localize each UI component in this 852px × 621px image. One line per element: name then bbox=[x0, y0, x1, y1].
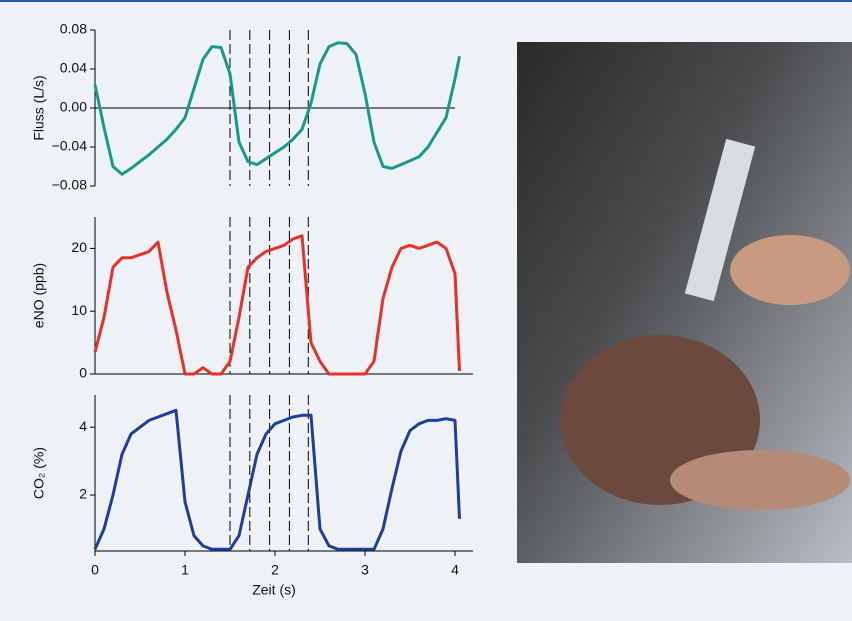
data-line bbox=[93, 408, 461, 551]
data-line bbox=[93, 234, 461, 376]
x-axis-label: Zeit (s) bbox=[252, 582, 296, 598]
y-tick-label: 2 bbox=[79, 486, 87, 502]
photo-hand bbox=[670, 450, 850, 510]
y-tick-label: 20 bbox=[71, 239, 87, 255]
data-line bbox=[93, 41, 461, 176]
x-tick-label: 3 bbox=[361, 562, 369, 578]
y-tick-label: 0.08 bbox=[60, 21, 87, 37]
x-tick-label: 2 bbox=[271, 562, 279, 578]
y-tick-label: 10 bbox=[71, 302, 87, 318]
y-tick-label: 0.04 bbox=[60, 60, 87, 76]
x-tick-label: 4 bbox=[451, 562, 459, 578]
y-axis-label: Fluss (L/s) bbox=[31, 75, 47, 140]
photo-hand bbox=[730, 235, 850, 305]
y-tick-label: −0.08 bbox=[52, 177, 88, 193]
y-axis-label: CO₂ (%) bbox=[31, 447, 47, 499]
y-tick-label: 4 bbox=[79, 418, 87, 434]
y-tick-label: 0.00 bbox=[60, 99, 87, 115]
y-tick-label: 0 bbox=[79, 365, 87, 381]
x-tick-label: 0 bbox=[91, 562, 99, 578]
y-axis-label: eNO (ppb) bbox=[31, 263, 47, 328]
x-tick-label: 1 bbox=[181, 562, 189, 578]
photo bbox=[517, 42, 852, 563]
y-tick-label: −0.04 bbox=[52, 138, 88, 154]
photo-tube bbox=[684, 138, 756, 302]
